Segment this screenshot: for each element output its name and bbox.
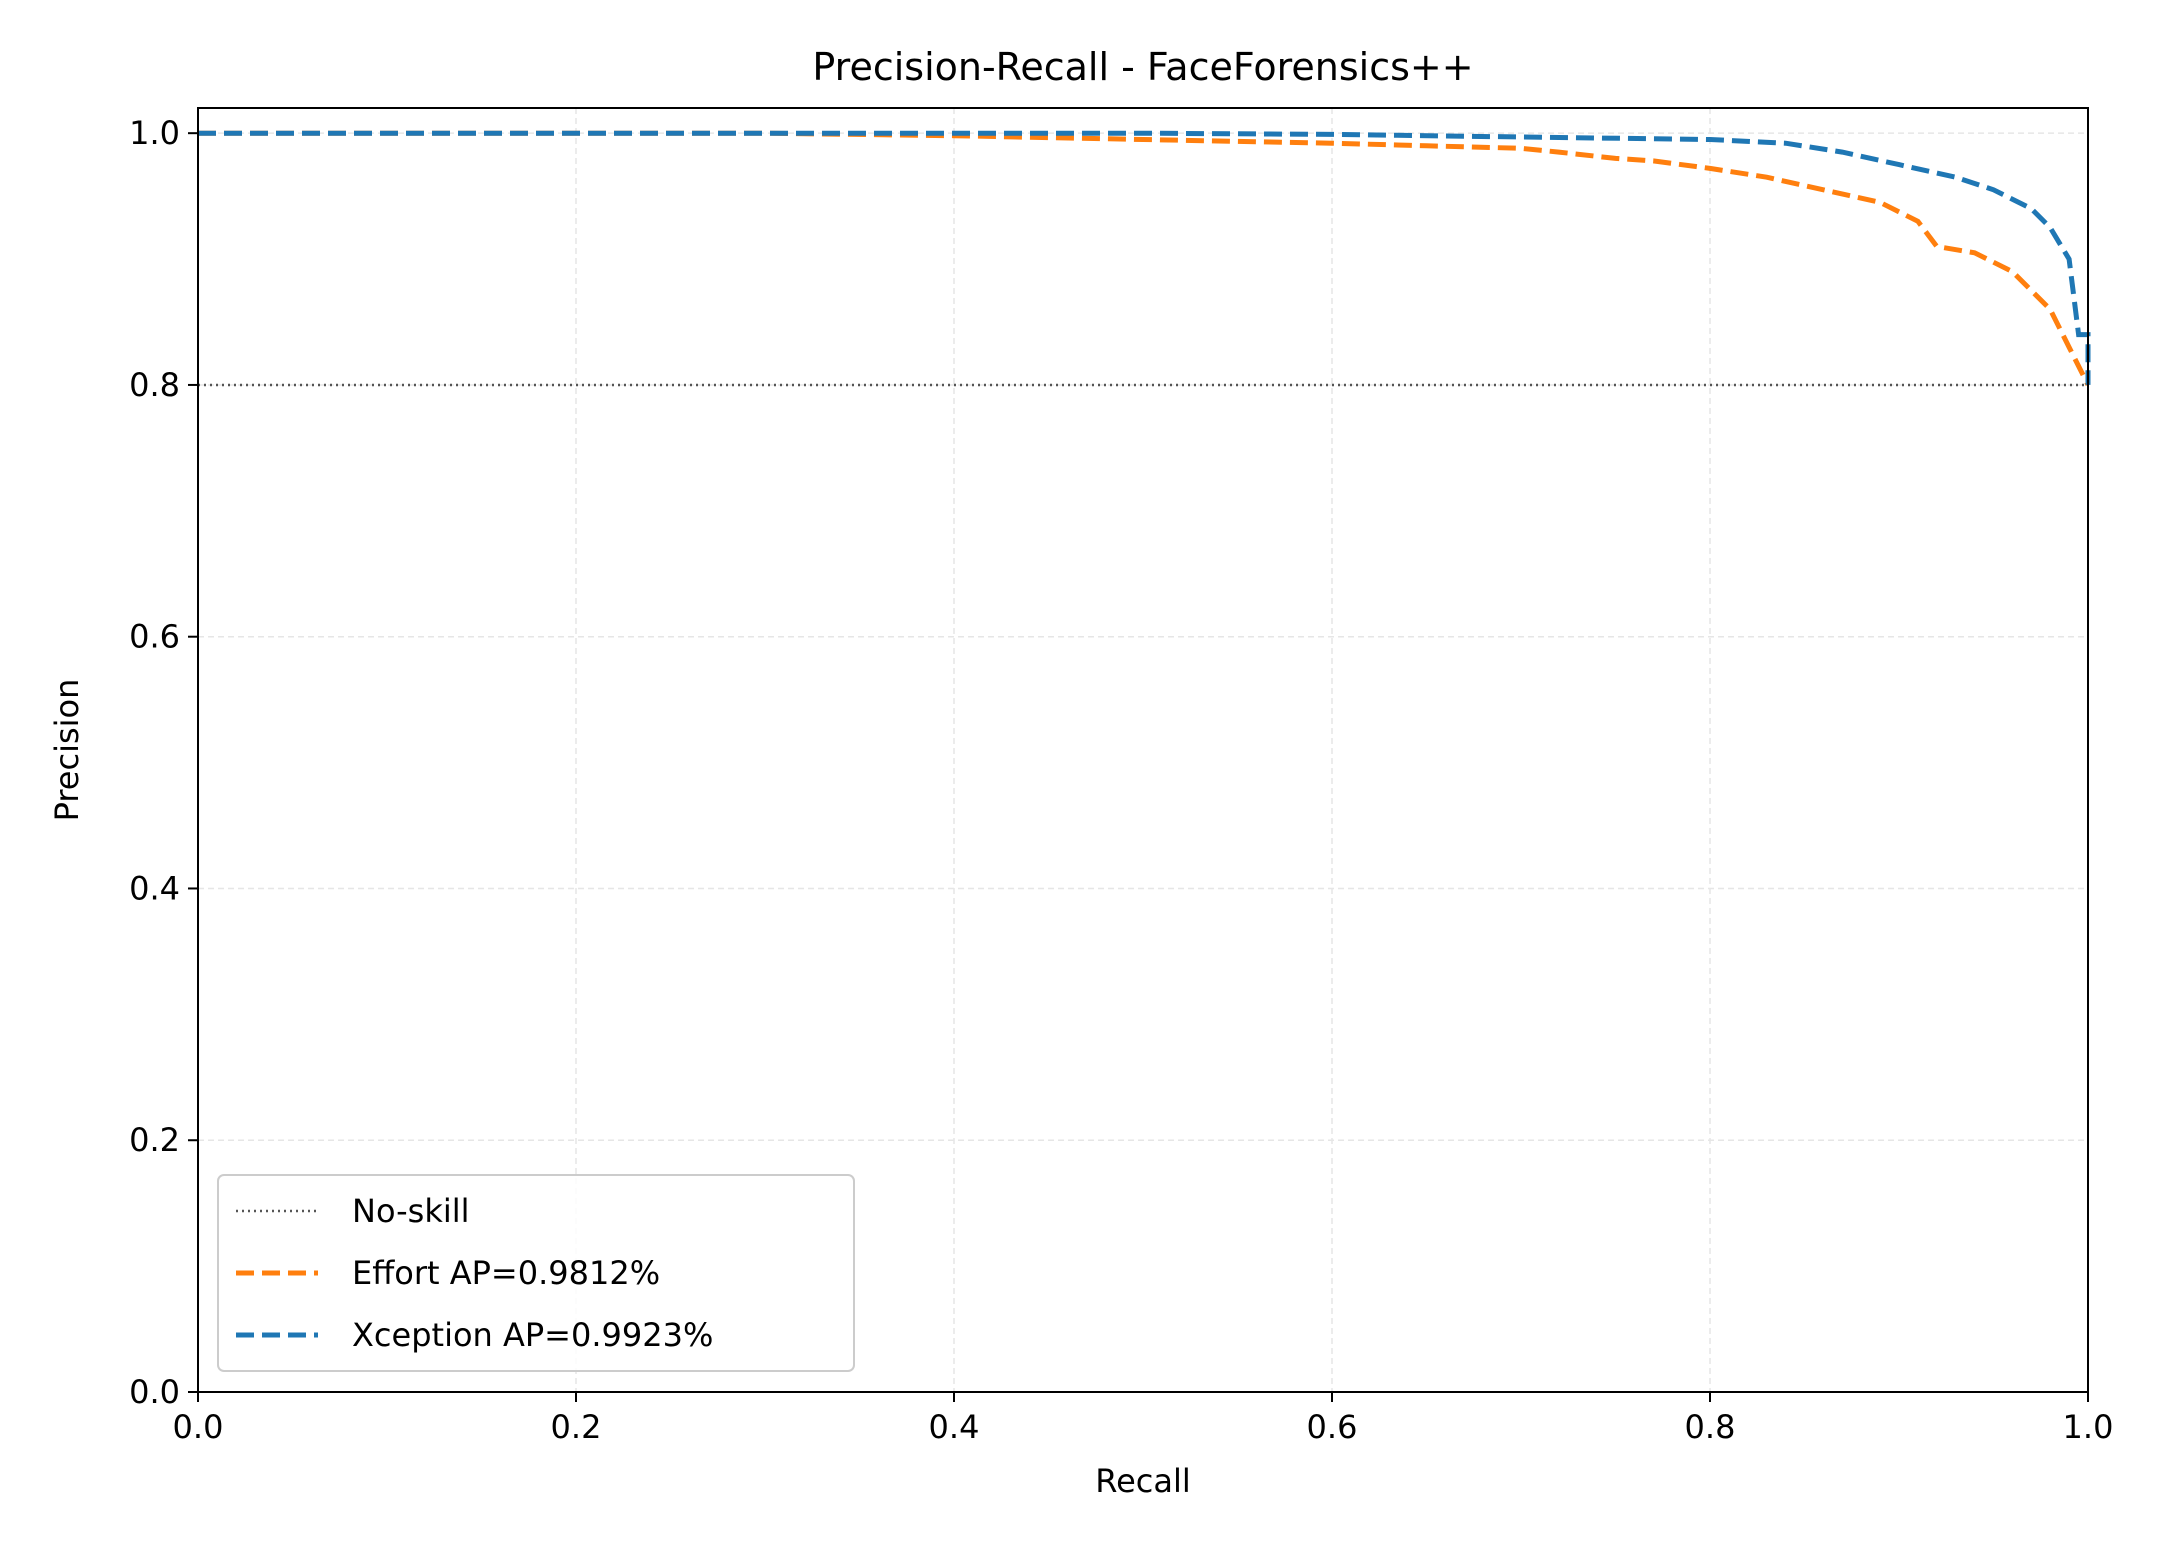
x-tick-label: 0.2 [551, 1408, 602, 1446]
x-tick-label: 0.8 [1685, 1408, 1736, 1446]
plot-frame [197, 107, 2089, 1393]
y-axis-label: Precision [48, 679, 86, 822]
legend-box [217, 1174, 855, 1372]
x-tick-label: 0.4 [929, 1408, 980, 1446]
legend-label-effort: Effort AP=0.9812% [352, 1254, 660, 1292]
x-tick-label: 0.6 [1307, 1408, 1358, 1446]
y-tick-label: 1.0 [129, 114, 180, 152]
x-tick-label: 1.0 [2063, 1408, 2114, 1446]
grid-lines [197, 108, 2089, 1393]
x-tick-label: 0.0 [173, 1408, 224, 1446]
series-line-effort [198, 130, 2091, 387]
y-tick-label: 0.0 [129, 1373, 180, 1411]
series-layer [198, 130, 2091, 387]
y-tick-label: 0.4 [129, 869, 180, 907]
legend: No-skill Effort AP=0.9812% Xception AP=0… [217, 1174, 855, 1372]
tick-layer: 0.0 0.2 0.4 0.6 0.8 1.0 0.0 0.2 0.4 0.6 0.8 1.0 [129, 114, 2113, 1446]
legend-label-no-skill: No-skill [352, 1192, 470, 1230]
chart-title: Precision-Recall - FaceForensics++ [812, 45, 1473, 89]
y-tick-label: 0.8 [129, 366, 180, 404]
legend-label-xception: Xception AP=0.9923% [352, 1316, 713, 1354]
y-tick-label: 0.6 [129, 618, 180, 656]
series-line-xception [198, 130, 2091, 385]
y-tick-label: 0.2 [129, 1121, 180, 1159]
x-axis-label: Recall [1095, 1462, 1190, 1500]
